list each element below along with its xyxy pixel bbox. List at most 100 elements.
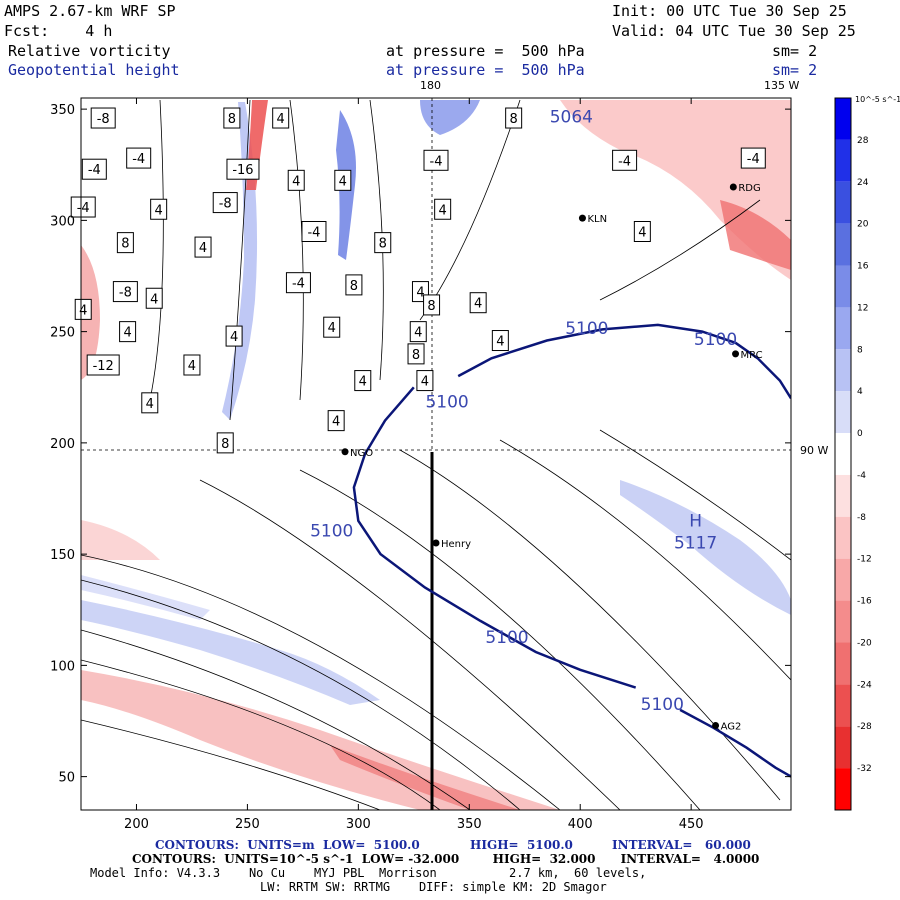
colorbar-tick-label: 12 — [857, 303, 868, 313]
vorticity-label-17: -4 — [301, 221, 327, 242]
vorticity-label-text: -4 — [77, 201, 90, 216]
vorticity-label-2: 4 — [272, 107, 290, 129]
ytick-label: 250 — [50, 326, 75, 341]
high-center-value: 5117 — [674, 534, 717, 554]
vorticity-shading — [81, 100, 791, 810]
station-ngo: NGO — [341, 448, 373, 459]
station-name: Henry — [441, 539, 471, 550]
vorticity-label-text: -8 — [219, 197, 232, 212]
colorbar-tick-label: 16 — [857, 262, 869, 272]
vorticity-label-27: 4 — [74, 298, 92, 320]
vorticity-label-text: -4 — [132, 152, 145, 167]
vorticity-label-11: 4 — [334, 169, 352, 191]
vorticity-label-box — [409, 321, 427, 343]
vorticity-label-box — [223, 107, 241, 129]
neg-vorticity-band-south — [81, 670, 560, 810]
vorticity-label-box — [327, 410, 345, 432]
vorticity-label-text: -4 — [292, 277, 305, 292]
plot-frame — [80, 97, 792, 811]
colorbar-frame — [834, 97, 852, 811]
vorticity-label-text: -4 — [88, 163, 101, 178]
vorticity-label-box — [285, 272, 311, 294]
vorticity-label-box — [86, 354, 120, 376]
vorticity-label-box — [491, 330, 509, 352]
vorticity-label-0: -8 — [90, 107, 116, 129]
vorticity-label-text: -4 — [430, 154, 443, 169]
vorticity-label-box — [345, 274, 363, 296]
vorticity-label-text: 4 — [421, 375, 429, 390]
vorticity-label-13: -4 — [70, 196, 96, 218]
vorticity-label-5: -4 — [612, 149, 638, 171]
forecast-hour: Fcst: 4 h — [4, 22, 113, 40]
vorticity-label-text: 4 — [150, 292, 158, 307]
station-markers: NGO Henry KLN RDG MRC AG2 — [341, 183, 763, 732]
vorticity-label-text: 4 — [123, 326, 131, 341]
vorticity-label-box — [141, 392, 159, 414]
xtick-label: 200 — [124, 817, 149, 832]
vorticity-label-box — [416, 370, 434, 392]
colorbar-tick-label: -16 — [857, 597, 872, 607]
vorticity-label-text: -8 — [97, 112, 110, 127]
vorticity-label-text: 4 — [328, 321, 336, 336]
vorticity-label-text: 4 — [638, 226, 646, 241]
vorticity-label-text: 8 — [427, 299, 435, 314]
vorticity-label-box — [287, 169, 305, 191]
colorbar-swatch-15 — [835, 726, 851, 769]
colorbar-swatch-16 — [835, 768, 851, 810]
height-label-4: 5100 — [485, 628, 528, 648]
colorbar-swatch-7 — [835, 391, 851, 434]
colorbar-tick-label: -8 — [857, 513, 866, 523]
station-rdg: RDG — [729, 183, 761, 194]
vorticity-label-34: 4 — [469, 292, 487, 314]
colorbar-tick-label: 8 — [857, 345, 863, 355]
vorticity-label-text: 4 — [339, 174, 347, 189]
vorticity-label-21: -8 — [112, 281, 138, 303]
vorticity-label-4: 8 — [505, 107, 523, 129]
vorticity-label-8: -4 — [126, 147, 152, 169]
vorticity-label-box — [119, 321, 137, 343]
vorticity-label-box — [354, 370, 372, 392]
vorticity-label-text: 4 — [199, 241, 207, 256]
vorticity-label-3: -4 — [423, 149, 449, 171]
ytick-label: 100 — [50, 659, 75, 674]
axes: 200 250 300 350 400 450 50 100 150 200 250 300 350 — [50, 98, 791, 832]
vorticity-label-box — [183, 354, 201, 376]
vorticity-label-box — [212, 192, 238, 214]
vorticity-label-text: 8 — [121, 237, 129, 252]
vorticity-label-text: 8 — [228, 112, 236, 127]
vorticity-label-10: 4 — [287, 169, 305, 191]
vorticity-label-text: 4 — [439, 203, 447, 218]
vorticity-label-text: -8 — [119, 286, 132, 301]
colorbar-tick-label: -20 — [857, 638, 872, 648]
neg-vorticity-northeast-core — [720, 200, 791, 270]
station-mrc: MRC — [732, 350, 763, 361]
pos-vorticity-north — [420, 100, 480, 135]
ytick-label: 300 — [50, 214, 75, 229]
model-title: AMPS 2.67-km WRF SP — [4, 2, 176, 20]
ytick-label: 350 — [50, 103, 75, 118]
station-dot — [341, 448, 349, 456]
vorticity-label-text: 8 — [221, 437, 229, 452]
colorbar-tick-label: -24 — [857, 680, 872, 690]
height-contour-3 — [679, 708, 791, 778]
vorticity-label-text: 8 — [350, 279, 358, 294]
colorbar-swatch-2 — [835, 181, 851, 224]
station-name: RDG — [738, 183, 760, 194]
vorticity-label-box — [434, 198, 452, 220]
vorticity-label-text: 4 — [292, 174, 300, 189]
xtick-label: 450 — [679, 817, 704, 832]
high-center-marker: H — [689, 512, 702, 532]
vorticity-label-box — [81, 158, 107, 180]
vorticity-label-23: 8 — [345, 274, 363, 296]
colorbar-tick-label: 28 — [857, 136, 869, 146]
vorticity-label-box — [505, 107, 523, 129]
ytick-label: 200 — [50, 437, 75, 452]
vorticity-label-box — [469, 292, 487, 314]
vorticity-label-text: 8 — [412, 348, 420, 363]
station-dot — [712, 721, 720, 729]
vorticity-label-39: 4 — [141, 392, 159, 414]
vorticity-label-text: 4 — [146, 397, 154, 412]
vorticity-label-29: 8 — [407, 343, 425, 365]
colorbar-swatch-6 — [835, 349, 851, 392]
